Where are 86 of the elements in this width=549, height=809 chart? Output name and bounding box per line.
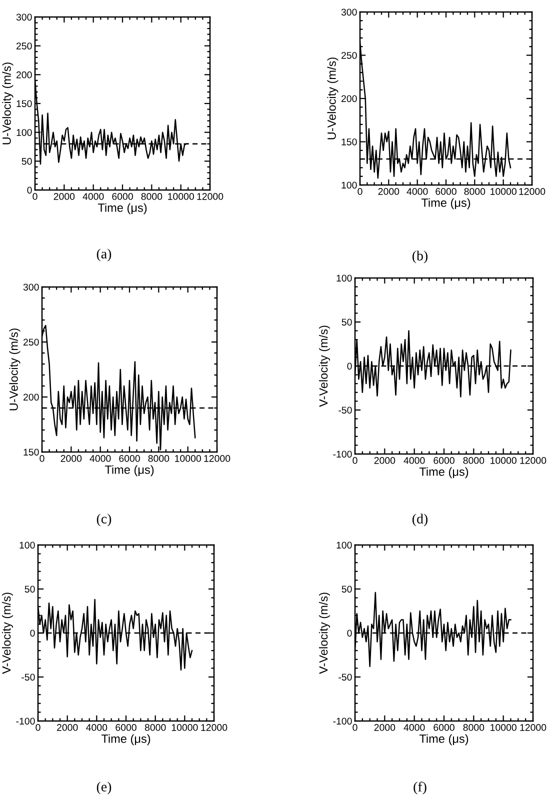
y-tick-label: 300 xyxy=(23,284,39,291)
y-tick-label: -100 xyxy=(333,718,352,725)
x-tick-label: 6000 xyxy=(119,455,140,462)
x-axis-title: Time (μs) xyxy=(421,198,470,210)
y-tick-label: 200 xyxy=(341,95,357,102)
y-tick-label: 300 xyxy=(341,8,357,16)
x-axis-title: Time (μs) xyxy=(101,734,150,746)
y-tick-label: 250 xyxy=(341,52,357,59)
x-tick-label: 6000 xyxy=(116,724,136,731)
y-axis-title: U-Velocity (m/s) xyxy=(2,62,14,144)
y-tick-label: 100 xyxy=(20,542,35,549)
text: (d) xyxy=(412,514,428,526)
y-tick-label: 150 xyxy=(16,100,32,108)
y-tick-label: 100 xyxy=(336,274,352,282)
y-tick-label: 100 xyxy=(342,182,357,189)
x-axis-title: Time (μs) xyxy=(104,465,154,476)
x-tick-label: 12000 xyxy=(204,455,230,462)
y-tick-label: 50 xyxy=(342,586,352,593)
x-tick-label: 12000 xyxy=(520,724,546,731)
x-tick-label: 10000 xyxy=(490,724,516,731)
y-axis-title: V-Velocity (m/s) xyxy=(2,592,13,674)
x-axis-title: Time (μs) xyxy=(98,203,147,214)
text: (a) xyxy=(96,248,112,262)
x-tick-label: 10000 xyxy=(172,724,198,731)
y-axis-title: U-Velocity (m/s) xyxy=(9,328,20,410)
x-tick-label: 4000 xyxy=(90,455,111,462)
x-axis-title: Time (μs) xyxy=(419,734,468,746)
x-tick-label: 10000 xyxy=(490,457,516,464)
x-tick-label: 4000 xyxy=(406,188,428,195)
y-tick-label: -50 xyxy=(338,406,352,414)
x-tick-label: 8000 xyxy=(148,455,170,462)
x-tick-label: 2000 xyxy=(378,188,400,195)
x-tick-label: 10000 xyxy=(490,188,516,195)
x-tick-label: 6000 xyxy=(112,193,133,200)
x-tick-label: 4000 xyxy=(404,457,425,464)
x-tick-label: 10000 xyxy=(175,455,201,462)
x-tick-label: 8000 xyxy=(464,188,486,195)
y-tick-label: 300 xyxy=(16,14,32,21)
y-tick-label: -50 xyxy=(338,674,352,681)
y-tick-label: 250 xyxy=(16,42,32,50)
y-tick-label: 100 xyxy=(16,129,32,136)
y-axis-title: U-Velocity (m/s) xyxy=(327,58,338,140)
text: (b) xyxy=(412,250,428,264)
x-tick-label: 12000 xyxy=(519,188,546,195)
x-tick-label: 2000 xyxy=(57,724,78,731)
x-tick-label: 8000 xyxy=(463,724,484,731)
x-tick-label: 0 xyxy=(40,455,44,462)
x-tick-label: 6000 xyxy=(436,188,456,195)
text: (f) xyxy=(414,782,426,794)
y-tick-label: -100 xyxy=(16,718,35,725)
y-tick-label: 50 xyxy=(24,586,35,593)
y-tick-label: -50 xyxy=(22,674,35,681)
y-tick-label: 50 xyxy=(22,158,32,165)
x-tick-label: 6000 xyxy=(434,724,454,731)
x-tick-label: 2000 xyxy=(54,193,75,200)
y-tick-label: 150 xyxy=(24,448,39,456)
x-axis-title: Time (μs) xyxy=(419,467,468,478)
x-tick-label: 8000 xyxy=(144,724,166,731)
x-tick-label: 4000 xyxy=(404,724,425,731)
x-tick-label: 12000 xyxy=(520,457,546,464)
x-tick-label: 10000 xyxy=(168,193,194,200)
x-tick-label: 8000 xyxy=(141,193,162,200)
x-tick-label: 2000 xyxy=(374,724,396,731)
x-tick-label: 4000 xyxy=(82,193,104,200)
y-tick-label: 200 xyxy=(16,71,32,78)
text: (e) xyxy=(96,782,112,794)
x-tick-label: 2000 xyxy=(374,457,396,464)
y-tick-label: 250 xyxy=(23,338,39,346)
x-tick-label: 2000 xyxy=(60,455,82,462)
y-tick-label: 0 xyxy=(347,362,352,370)
x-tick-label: 8000 xyxy=(463,457,484,464)
y-tick-label: 200 xyxy=(23,394,39,401)
y-tick-label: 0 xyxy=(347,630,352,637)
y-tick-label: 100 xyxy=(336,542,352,549)
y-tick-label: 50 xyxy=(342,318,352,326)
x-tick-label: 0 xyxy=(358,188,362,195)
x-tick-label: 4000 xyxy=(86,724,108,731)
y-tick-label: 150 xyxy=(342,138,357,146)
y-axis-title: V-Velocity (m/s) xyxy=(318,592,330,674)
y-tick-label: 0 xyxy=(30,630,35,637)
x-tick-label: 12000 xyxy=(201,724,228,731)
x-tick-label: 12000 xyxy=(197,193,224,200)
x-tick-label: 6000 xyxy=(434,457,454,464)
y-tick-label: -100 xyxy=(333,450,352,458)
y-axis-title: V-Velocity (m/s) xyxy=(318,326,330,407)
text: (c) xyxy=(96,514,112,526)
